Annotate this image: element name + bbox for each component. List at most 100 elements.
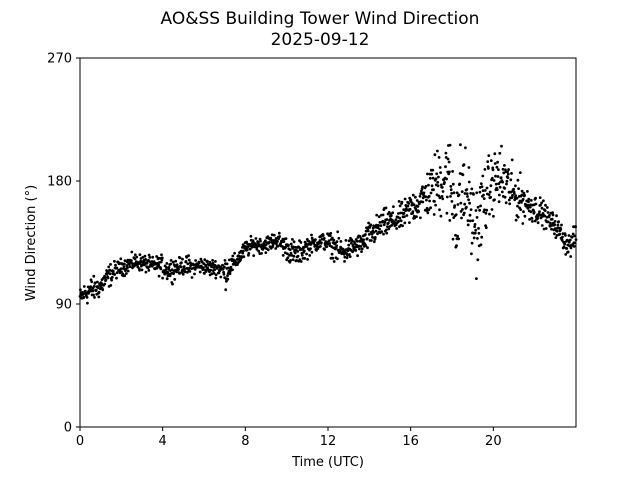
data-point — [91, 289, 95, 293]
data-point — [110, 278, 113, 282]
data-point — [434, 177, 438, 181]
data-point — [386, 225, 389, 229]
data-point — [187, 254, 190, 258]
data-point — [181, 272, 185, 276]
data-point — [497, 200, 501, 204]
data-point — [380, 230, 384, 234]
data-point — [308, 254, 312, 257]
data-point — [543, 214, 547, 218]
y-tick-label: 180 — [47, 175, 72, 190]
data-point — [103, 282, 107, 286]
data-point — [281, 254, 285, 257]
data-point — [223, 259, 227, 262]
data-point — [476, 205, 480, 209]
data-point — [492, 179, 496, 182]
data-point — [115, 276, 118, 280]
data-point — [426, 172, 429, 176]
data-point — [551, 213, 555, 217]
data-point — [553, 232, 556, 236]
data-points — [78, 143, 578, 305]
data-point — [564, 253, 568, 256]
data-point — [202, 266, 205, 269]
data-point — [383, 220, 387, 224]
data-point — [226, 277, 230, 281]
data-point — [450, 200, 454, 203]
data-point — [425, 198, 428, 202]
data-point — [466, 219, 470, 223]
data-point — [428, 176, 432, 180]
data-point — [477, 227, 480, 230]
data-point — [567, 234, 571, 237]
data-point — [109, 284, 113, 287]
data-point — [563, 242, 567, 246]
data-point — [272, 233, 276, 237]
data-point — [259, 239, 262, 243]
data-point — [157, 263, 161, 267]
data-point — [274, 247, 278, 250]
data-point — [225, 262, 229, 266]
data-point — [440, 195, 444, 198]
data-point — [408, 207, 412, 211]
data-point — [448, 170, 451, 174]
data-point — [469, 208, 473, 212]
data-point — [328, 242, 331, 245]
data-point — [545, 206, 549, 209]
data-point — [466, 195, 469, 198]
data-point — [432, 213, 436, 216]
data-point — [331, 256, 335, 260]
data-point — [460, 190, 464, 194]
data-point — [274, 237, 278, 240]
data-point — [520, 189, 524, 193]
x-axis-label: Time (UTC) — [291, 455, 364, 470]
data-point — [504, 201, 508, 205]
data-point — [486, 160, 490, 164]
data-point — [338, 250, 342, 254]
data-point — [497, 168, 500, 172]
data-point — [332, 260, 336, 263]
data-point — [252, 254, 256, 257]
data-point — [372, 240, 376, 244]
data-point — [505, 182, 508, 186]
data-point — [559, 228, 563, 231]
data-point — [197, 261, 201, 265]
data-point — [539, 216, 543, 220]
data-point — [183, 267, 187, 271]
data-point — [314, 238, 317, 242]
data-point — [528, 205, 532, 209]
data-point — [173, 278, 177, 281]
data-point — [330, 252, 334, 256]
data-point — [543, 209, 547, 213]
data-point — [364, 233, 367, 236]
data-point — [436, 149, 439, 153]
data-point — [473, 225, 476, 229]
data-point — [436, 180, 440, 184]
data-point — [529, 203, 532, 207]
data-point — [414, 195, 417, 199]
data-point — [447, 160, 451, 164]
data-point — [508, 202, 512, 206]
data-point — [519, 208, 523, 212]
data-point — [531, 220, 534, 223]
data-point — [122, 262, 126, 266]
data-point — [489, 184, 493, 188]
data-point — [335, 244, 339, 248]
data-point — [512, 191, 516, 195]
data-point — [546, 220, 550, 224]
data-point — [483, 208, 486, 212]
data-point — [219, 275, 223, 279]
data-point — [155, 255, 159, 258]
data-point — [387, 210, 391, 214]
data-point — [438, 196, 442, 200]
data-point — [469, 192, 473, 195]
data-point — [506, 172, 510, 176]
data-point — [529, 210, 533, 214]
data-point — [503, 187, 507, 190]
data-point — [445, 211, 449, 215]
data-point — [108, 272, 112, 276]
data-point — [481, 174, 485, 178]
data-point — [429, 206, 432, 210]
data-point — [282, 240, 286, 244]
data-point — [494, 182, 498, 186]
data-point — [509, 190, 513, 194]
